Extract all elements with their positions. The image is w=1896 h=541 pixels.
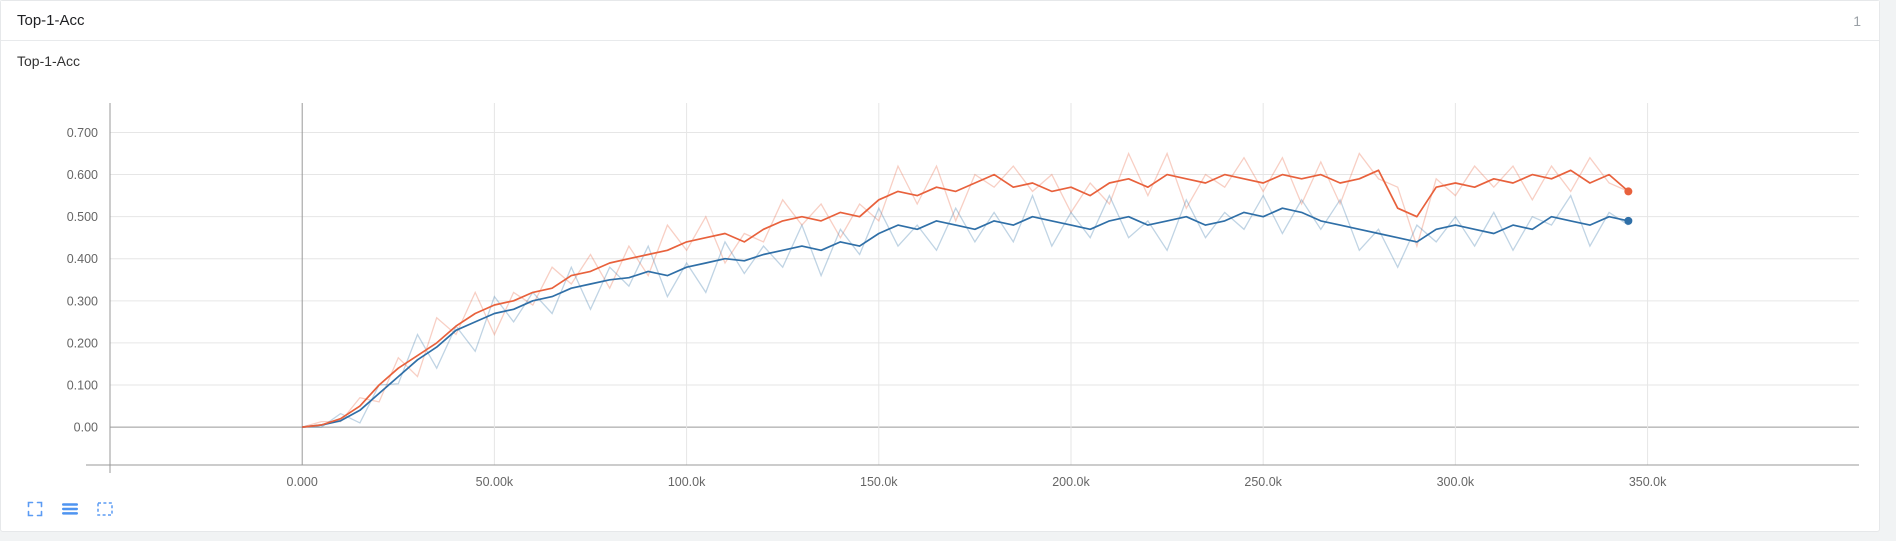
section-header[interactable]: Top-1-Acc 1 bbox=[1, 1, 1879, 41]
box-zoom-button[interactable] bbox=[95, 500, 115, 520]
maximize-icon bbox=[26, 500, 44, 521]
svg-text:0.400: 0.400 bbox=[67, 252, 98, 266]
svg-text:0.700: 0.700 bbox=[67, 126, 98, 140]
maximize-button[interactable] bbox=[25, 500, 45, 520]
svg-text:0.100: 0.100 bbox=[67, 379, 98, 393]
svg-text:150.0k: 150.0k bbox=[860, 475, 898, 489]
data-list-button[interactable] bbox=[60, 500, 80, 520]
section-title: Top-1-Acc bbox=[17, 12, 85, 29]
svg-text:350.0k: 350.0k bbox=[1629, 475, 1667, 489]
chart-card: Top-1-Acc 0.00 0.100 0.200 0.300 0.400 0.500 0… bbox=[1, 41, 1879, 531]
svg-text:300.0k: 300.0k bbox=[1437, 475, 1475, 489]
chart-toolbar bbox=[25, 500, 115, 520]
box-zoom-icon bbox=[96, 500, 114, 521]
chart-count-badge: 1 bbox=[1853, 12, 1861, 29]
svg-text:200.0k: 200.0k bbox=[1052, 475, 1090, 489]
svg-text:0.500: 0.500 bbox=[67, 210, 98, 224]
scalar-panel: Top-1-Acc 1 Top-1-Acc 0.00 0.100 0.200 0.30… bbox=[0, 0, 1880, 532]
svg-text:100.0k: 100.0k bbox=[668, 475, 706, 489]
chart-title: Top-1-Acc bbox=[17, 53, 81, 69]
svg-text:50.00k: 50.00k bbox=[476, 475, 514, 489]
data-list-icon bbox=[61, 500, 79, 521]
svg-text:250.0k: 250.0k bbox=[1244, 475, 1282, 489]
line-chart[interactable]: 0.00 0.100 0.200 0.300 0.400 0.500 0.600 0.700 0… bbox=[1, 41, 1879, 531]
svg-text:0.000: 0.000 bbox=[287, 475, 318, 489]
svg-text:0.200: 0.200 bbox=[67, 336, 98, 350]
svg-text:0.00: 0.00 bbox=[74, 421, 98, 435]
svg-text:0.600: 0.600 bbox=[67, 168, 98, 182]
svg-text:0.300: 0.300 bbox=[67, 294, 98, 308]
